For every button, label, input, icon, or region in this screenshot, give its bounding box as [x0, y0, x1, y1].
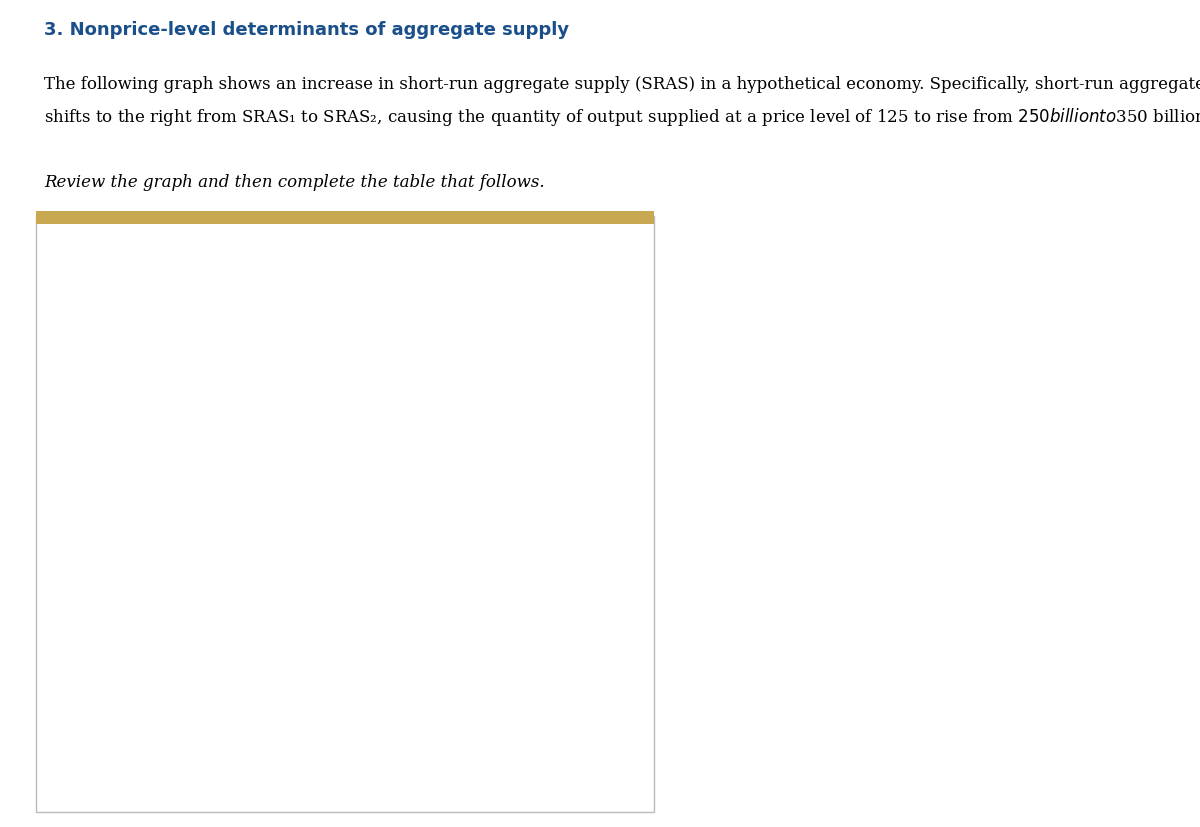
Text: SRAS$_2$: SRAS$_2$ [578, 433, 623, 450]
Text: Review the graph and then complete the table that follows.: Review the graph and then complete the t… [44, 174, 545, 191]
Text: shifts to the right from SRAS₁ to SRAS₂, causing the quantity of output supplied: shifts to the right from SRAS₁ to SRAS₂,… [44, 106, 1200, 128]
Y-axis label: PRICE LEVEL: PRICE LEVEL [70, 475, 83, 562]
X-axis label: REAL GDP (Billions of dollars): REAL GDP (Billions of dollars) [280, 795, 482, 809]
Text: ?: ? [602, 263, 614, 283]
Text: SRAS$_1$: SRAS$_1$ [451, 433, 496, 450]
Circle shape [588, 251, 629, 291]
Text: The following graph shows an increase in short-run aggregate supply (SRAS) in a : The following graph shows an increase in… [44, 76, 1200, 93]
Text: 3. Nonprice-level determinants of aggregate supply: 3. Nonprice-level determinants of aggreg… [44, 21, 570, 39]
